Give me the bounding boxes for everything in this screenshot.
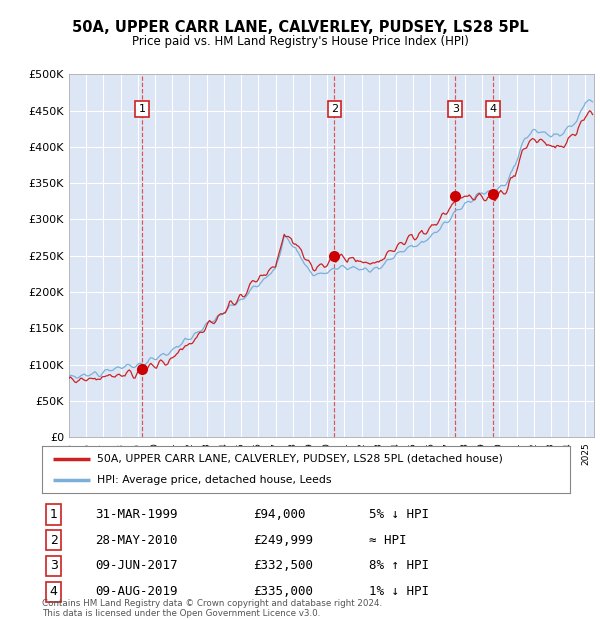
Text: 5% ↓ HPI: 5% ↓ HPI [370, 508, 430, 521]
Text: 3: 3 [50, 559, 58, 572]
Text: 09-JUN-2017: 09-JUN-2017 [95, 559, 178, 572]
Text: HPI: Average price, detached house, Leeds: HPI: Average price, detached house, Leed… [97, 476, 332, 485]
Text: 50A, UPPER CARR LANE, CALVERLEY, PUDSEY, LS28 5PL: 50A, UPPER CARR LANE, CALVERLEY, PUDSEY,… [71, 20, 529, 35]
Text: 2: 2 [50, 534, 58, 547]
Text: 2: 2 [331, 104, 338, 114]
Text: £335,000: £335,000 [253, 585, 313, 598]
Text: 09-AUG-2019: 09-AUG-2019 [95, 585, 178, 598]
Text: ≈ HPI: ≈ HPI [370, 534, 407, 547]
Text: 8% ↑ HPI: 8% ↑ HPI [370, 559, 430, 572]
Text: 31-MAR-1999: 31-MAR-1999 [95, 508, 178, 521]
Text: £332,500: £332,500 [253, 559, 313, 572]
Text: £94,000: £94,000 [253, 508, 306, 521]
Text: 3: 3 [452, 104, 459, 114]
Text: 4: 4 [50, 585, 58, 598]
Text: 4: 4 [489, 104, 496, 114]
Text: 1: 1 [139, 104, 146, 114]
Text: 1% ↓ HPI: 1% ↓ HPI [370, 585, 430, 598]
Text: Contains HM Land Registry data © Crown copyright and database right 2024.
This d: Contains HM Land Registry data © Crown c… [42, 599, 382, 618]
Text: 50A, UPPER CARR LANE, CALVERLEY, PUDSEY, LS28 5PL (detached house): 50A, UPPER CARR LANE, CALVERLEY, PUDSEY,… [97, 454, 503, 464]
Text: £249,999: £249,999 [253, 534, 313, 547]
Text: 28-MAY-2010: 28-MAY-2010 [95, 534, 178, 547]
Text: Price paid vs. HM Land Registry's House Price Index (HPI): Price paid vs. HM Land Registry's House … [131, 35, 469, 48]
Text: 1: 1 [50, 508, 58, 521]
